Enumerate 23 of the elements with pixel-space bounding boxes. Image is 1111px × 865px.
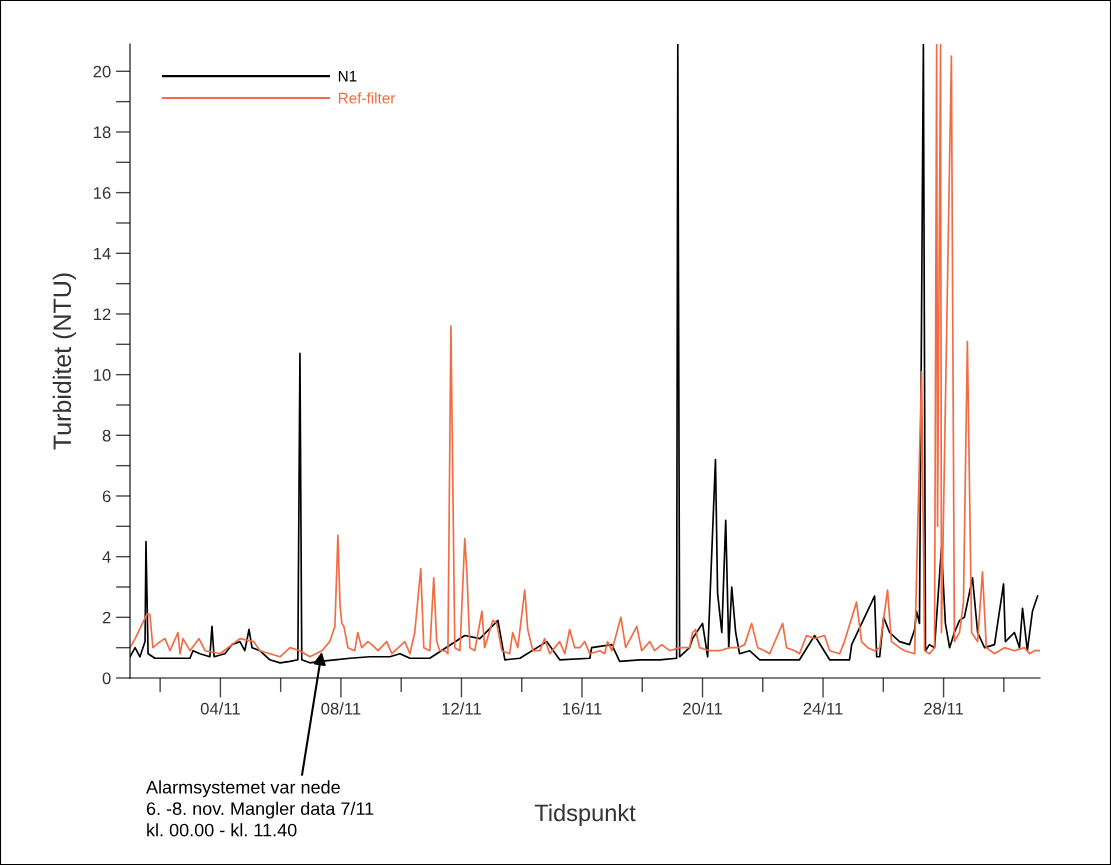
y-tick-label: 12: [93, 308, 111, 321]
y-tick-label: 0: [102, 672, 111, 685]
x-tick-label: 04/11: [200, 702, 240, 715]
text: N1: [338, 70, 357, 82]
x-tick-label: 16/11: [563, 702, 602, 715]
y-axis-title: Turbiditet (NTU): [52, 273, 77, 450]
y-tick-label: 18: [93, 126, 111, 139]
y-tick-label: 14: [93, 247, 111, 260]
x-tick-label: 20/11: [683, 702, 722, 715]
annotation: Alarmsystemet var nede 6. -8. nov. Mangler data 7/11 kl. 00.00 - kl. 11.40: [146, 780, 374, 837]
y-tick-label: 4: [102, 551, 111, 563]
x-tick-label: 24/11: [803, 702, 843, 715]
x-tick-label: 28/11: [924, 702, 963, 715]
y-tick-label: 8: [102, 429, 111, 442]
x-axis-title: Tidspunkt: [534, 803, 636, 826]
y-tick-label: 6: [102, 490, 111, 503]
y-tick-label: 10: [93, 369, 111, 381]
y-tick-label: 20: [93, 65, 111, 78]
text: Ref-filter: [338, 92, 396, 104]
x-tick-label: 08/11: [321, 702, 361, 715]
x-tick-label: 12/11: [442, 702, 481, 715]
y-tick-label: 2: [102, 611, 111, 624]
y-tick-label: 16: [93, 187, 111, 199]
